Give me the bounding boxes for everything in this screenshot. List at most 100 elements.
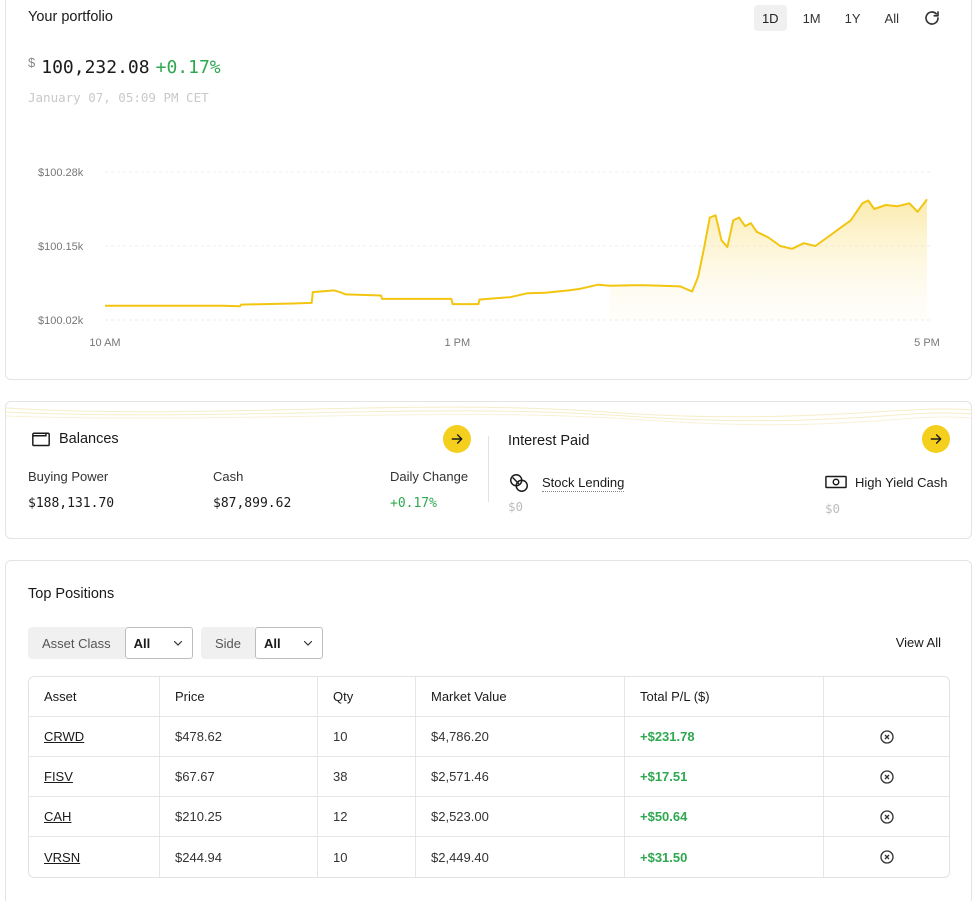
close-circle-icon [879,850,894,864]
stock-lending-item[interactable]: Stock Lending [508,472,625,494]
balances-title: Balances [59,431,119,447]
range-tab-1m[interactable]: 1M [802,10,821,26]
series-line [105,198,928,308]
cell-market-value: $2,571.46 [416,757,625,796]
table-row: CRWD $478.62 10 $4,786.20 +$231.78 [29,717,949,757]
table-row: FISV $67.67 38 $2,571.46 +$17.51 [29,757,949,797]
chart-area-fill [609,199,927,320]
buying-power-label: Buying Power [28,469,109,484]
asset-class-select-value: All [133,635,151,651]
asset-class-select[interactable]: All [124,627,193,659]
asset-class-filter-label: Asset Class [28,627,125,659]
column-header-asset[interactable]: Asset [29,677,160,716]
cell-actions [824,797,949,836]
cell-asset: VRSN [29,837,160,877]
stock-lending-label: Stock Lending [542,474,625,492]
arrow-right-icon [930,434,942,444]
cash-value: $87,899.62 [213,496,292,511]
refresh-icon [925,11,939,25]
cell-price: $244.94 [160,837,318,877]
buying-power-value: $188,131.70 [28,496,115,511]
chevron-down-icon [303,640,313,646]
banknote-icon [825,475,847,489]
y-tick-label: $100.28k [38,167,84,179]
cell-qty: 10 [318,717,416,756]
x-tick-label: 5 PM [914,337,940,349]
cell-total-pl: +$31.50 [625,837,824,877]
side-select-value: All [264,635,281,651]
column-header-price[interactable]: Price [160,677,318,716]
column-header-total-pl[interactable]: Total P/L ($) [625,677,824,716]
interest-arrow-button[interactable] [922,425,950,453]
cell-total-pl: +$231.78 [625,717,824,756]
cell-actions [824,757,949,796]
x-tick-label: 1 PM [444,337,470,349]
cell-qty: 38 [318,757,416,796]
column-header-market-value[interactable]: Market Value [416,677,625,716]
cell-price: $210.25 [160,797,318,836]
positions-table: Asset Price Qty Market Value Total P/L (… [28,676,950,878]
side-select[interactable]: All [255,627,324,659]
table-row: VRSN $244.94 10 $2,449.40 +$31.50 [29,837,949,877]
daily-change-value: +0.17% [390,496,437,511]
table-header: Asset Price Qty Market Value Total P/L (… [29,677,949,717]
column-header-qty[interactable]: Qty [318,677,416,716]
arrow-right-icon [451,434,463,444]
cell-price: $478.62 [160,717,318,756]
balances-card: Balances Buying Power $188,131.70 Cash $… [5,401,972,539]
balances-header: Balances [31,430,119,448]
cell-actions [824,717,949,756]
range-tabs: 1D 1M 1Y All [746,5,943,31]
close-position-button[interactable] [879,729,895,745]
side-filter-label: Side [201,627,256,659]
range-tab-1d[interactable]: 1D [753,5,787,31]
stock-lending-value: $0 [508,499,524,514]
close-position-button[interactable] [879,809,895,825]
close-circle-icon [879,729,894,744]
daily-change-label: Daily Change [390,469,469,484]
cell-asset: CAH [29,797,160,836]
cell-qty: 12 [318,797,416,836]
cash-label: Cash [213,469,244,484]
y-tick-label: $100.02k [38,315,84,327]
cell-market-value: $2,523.00 [416,797,625,836]
cell-price: $67.67 [160,757,318,796]
close-circle-icon [879,809,894,824]
cell-market-value: $2,449.40 [416,837,625,877]
portfolio-title: Your portfolio [28,9,113,25]
close-circle-icon [879,769,894,784]
cell-asset: CRWD [29,717,160,756]
cell-market-value: $4,786.20 [416,717,625,756]
asset-link[interactable]: FISV [44,769,73,784]
cell-total-pl: +$17.51 [625,757,824,796]
table-row: CAH $210.25 12 $2,523.00 +$50.64 [29,797,949,837]
column-header-actions [824,677,949,716]
view-all-link[interactable]: View All [895,635,941,650]
cell-asset: FISV [29,757,160,796]
high-yield-cash-value: $0 [825,501,841,516]
coins-icon [510,474,528,492]
interest-title: Interest Paid [508,433,590,449]
positions-title: Top Positions [28,586,115,602]
refresh-button[interactable] [921,7,943,29]
high-yield-cash-label: High Yield Cash [855,474,948,490]
cell-total-pl: +$50.64 [625,797,824,836]
divider [488,436,489,502]
close-position-button[interactable] [879,769,895,785]
range-tab-1y[interactable]: 1Y [844,10,861,26]
close-position-button[interactable] [879,849,895,865]
asset-link[interactable]: CAH [44,809,72,824]
chevron-down-icon [173,640,182,646]
asset-link[interactable]: VRSN [44,849,81,865]
x-tick-label: 10 AM [89,337,120,349]
portfolio-value-row: $ 100,232.08 +0.17% [28,55,221,78]
high-yield-cash-item: High Yield Cash [825,474,948,490]
balances-arrow-button[interactable] [443,425,471,453]
cell-qty: 10 [318,837,416,877]
asset-link[interactable]: CRWD [44,729,85,744]
cell-actions [824,837,949,877]
range-tab-all[interactable]: All [884,10,899,26]
wave-decoration [6,406,971,426]
positions-card: Top Positions Asset Class All Side All V… [5,560,972,901]
currency-symbol: $ [28,55,36,70]
